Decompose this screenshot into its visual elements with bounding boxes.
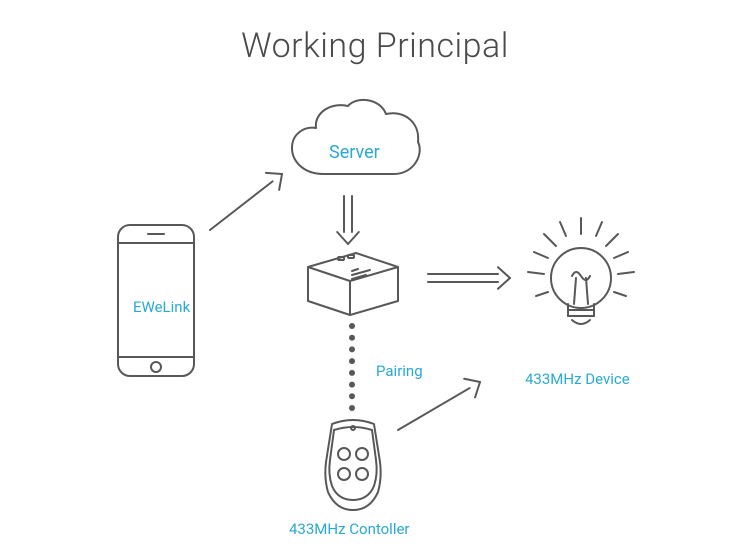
pairing-dots [0,0,750,559]
